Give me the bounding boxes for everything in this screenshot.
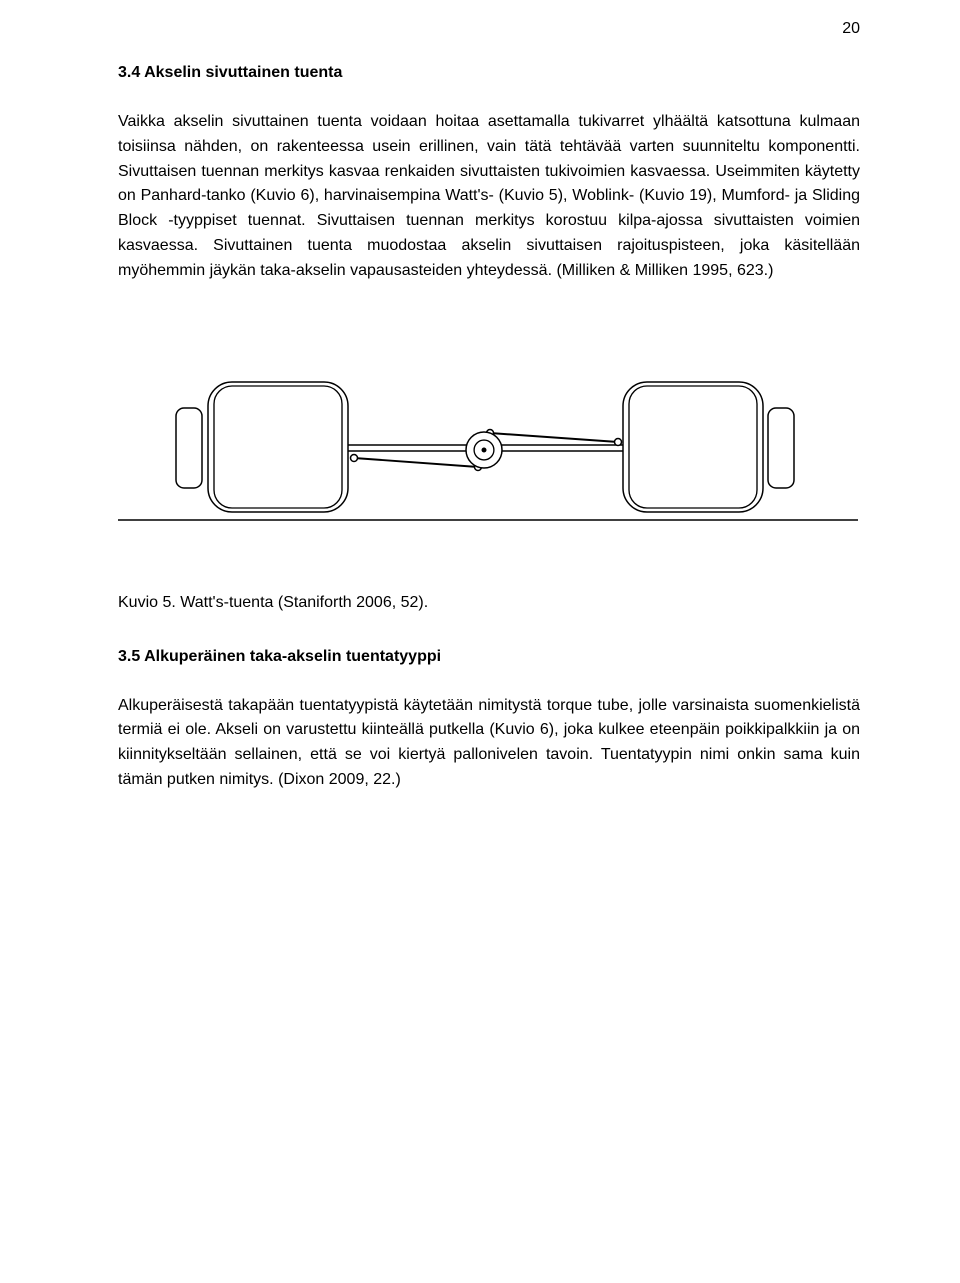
section-3-4-heading: 3.4 Akselin sivuttainen tuenta	[118, 64, 860, 82]
section-3-5-heading: 3.5 Alkuperäinen taka-akselin tuentatyyp…	[118, 648, 860, 666]
page: 20 3.4 Akselin sivuttainen tuenta Vaikka…	[0, 0, 960, 1283]
figure-5: Kuvio 5. Watt's-tuenta (Staniforth 2006,…	[118, 320, 860, 612]
figure-5-svg	[118, 320, 858, 560]
figure-5-caption: Kuvio 5. Watt's-tuenta (Staniforth 2006,…	[118, 594, 860, 612]
page-number: 20	[842, 20, 860, 38]
section-3-5-paragraph: Alkuperäisestä takapään tuentatyypistä k…	[118, 694, 860, 793]
section-3-4-paragraph: Vaikka akselin sivuttainen tuenta voidaa…	[118, 110, 860, 284]
